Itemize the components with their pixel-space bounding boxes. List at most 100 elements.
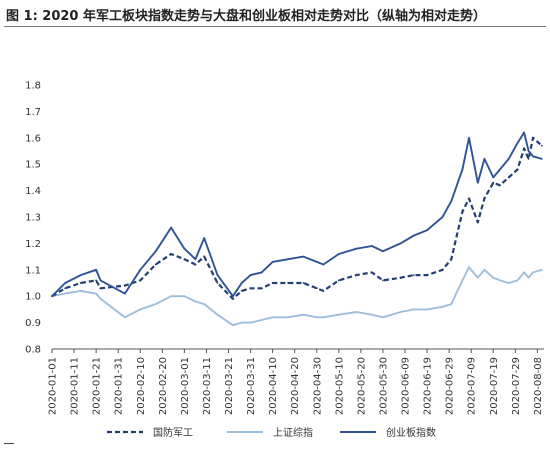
data-point	[232, 324, 234, 327]
data-point	[123, 316, 126, 319]
y-tick-label: 1.0	[25, 292, 41, 303]
data-point	[337, 279, 340, 282]
data-point	[287, 282, 289, 284]
series-line-1	[51, 266, 543, 327]
x-tick-label: 2020-07-29	[511, 357, 522, 415]
data-point	[95, 292, 97, 295]
data-point	[399, 242, 402, 245]
data-point	[399, 276, 402, 279]
data-point	[170, 226, 173, 229]
data-point	[99, 297, 102, 300]
data-point	[516, 168, 519, 171]
data-point	[476, 181, 479, 184]
data-point	[95, 279, 97, 282]
data-point	[139, 279, 142, 282]
data-point	[426, 274, 428, 276]
data-point	[499, 184, 501, 187]
data-point	[492, 176, 495, 179]
x-tick-label: 2020-02-20	[158, 357, 169, 415]
series-line-2	[51, 131, 543, 298]
data-point	[203, 303, 206, 305]
data-point	[523, 131, 525, 134]
data-point	[412, 234, 415, 237]
x-tick-label: 2020-05-20	[356, 357, 367, 415]
title-divider	[4, 26, 546, 27]
data-point	[302, 255, 305, 258]
data-point	[527, 150, 530, 152]
data-point	[322, 263, 325, 266]
data-point	[240, 282, 243, 284]
data-point	[523, 271, 525, 274]
data-point	[79, 290, 82, 292]
data-point	[483, 158, 486, 160]
y-tick-label: 0.8	[25, 345, 41, 356]
x-tick-label: 2020-04-20	[290, 357, 301, 415]
legend-label: 上证综指	[273, 426, 313, 439]
data-point	[322, 316, 325, 319]
x-tick-label: 2020-08-08	[533, 357, 544, 415]
legend: 国防军工 上证综指 创业板指数	[107, 426, 436, 439]
data-point	[371, 313, 373, 316]
x-tick-label: 2020-06-09	[401, 357, 412, 415]
data-point	[123, 292, 126, 295]
x-tick-label: 2020-05-10	[334, 357, 345, 415]
data-point	[260, 287, 263, 290]
data-point	[139, 308, 142, 311]
data-point	[79, 282, 82, 284]
y-tick-label: 1.3	[25, 213, 41, 224]
data-point	[194, 258, 197, 261]
data-point	[232, 297, 234, 300]
data-point	[194, 300, 197, 303]
x-tick-label: 2020-03-01	[180, 357, 191, 415]
data-point	[532, 136, 534, 139]
x-tick-label: 2020-04-30	[312, 357, 323, 415]
data-point	[183, 247, 186, 250]
data-point	[441, 305, 444, 308]
data-point	[441, 268, 444, 271]
x-tick-label: 2020-01-01	[48, 357, 59, 415]
x-tick-label: 2020-05-30	[378, 357, 389, 415]
data-point	[399, 311, 402, 313]
x-tick-label: 2020-02-10	[136, 357, 147, 415]
data-point	[260, 271, 263, 274]
data-point	[461, 168, 464, 171]
x-tick-label: 2020-01-11	[70, 357, 81, 415]
data-point	[355, 247, 358, 250]
y-axis: 0.8 0.9 1.0 1.1 1.2 1.3 1.4 1.5 1.6 1.7 1.8	[25, 81, 41, 356]
data-point	[382, 250, 384, 253]
data-point	[337, 313, 340, 316]
data-point	[79, 274, 82, 276]
x-axis: 2020-01-01 2020-01-11 2020-01-21 2020-01-31…	[48, 348, 544, 415]
x-tick-label: 2020-03-31	[246, 357, 257, 415]
data-point	[240, 290, 243, 292]
x-tick-label: 2020-06-29	[445, 357, 456, 415]
footer-divider	[4, 443, 14, 444]
data-point	[139, 268, 142, 271]
data-point	[499, 168, 501, 171]
data-point	[249, 321, 252, 324]
data-point	[203, 255, 206, 258]
data-point	[461, 279, 464, 282]
data-point	[260, 319, 263, 321]
data-point	[154, 250, 157, 253]
data-point	[170, 295, 173, 298]
data-point	[382, 316, 384, 319]
data-point	[523, 147, 525, 150]
data-point	[492, 276, 495, 279]
data-point	[461, 210, 464, 213]
data-point	[271, 282, 274, 284]
x-tick-label: 2020-01-21	[92, 357, 103, 415]
data-point	[170, 253, 173, 255]
data-point	[240, 321, 243, 324]
data-point	[492, 181, 495, 184]
data-point	[337, 253, 340, 255]
data-point	[322, 290, 325, 292]
data-point	[441, 216, 444, 218]
data-point	[51, 295, 53, 298]
data-point	[271, 316, 274, 319]
data-point	[371, 271, 373, 274]
legend-label: 国防军工	[153, 426, 193, 439]
data-point	[203, 237, 206, 240]
data-point	[426, 229, 428, 232]
